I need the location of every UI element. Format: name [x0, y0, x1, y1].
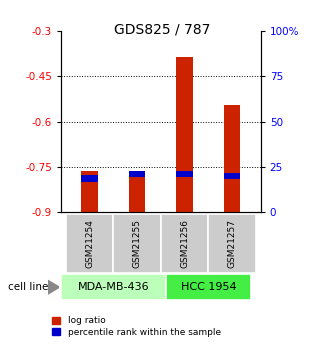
Text: GSM21257: GSM21257: [228, 219, 237, 268]
Bar: [176, 171, 193, 177]
Bar: [113, 214, 161, 273]
Bar: [129, 171, 146, 177]
Bar: [176, 57, 193, 212]
Bar: [166, 274, 251, 300]
Bar: [81, 175, 98, 182]
Text: HCC 1954: HCC 1954: [181, 282, 236, 292]
Bar: [161, 214, 209, 273]
Text: GDS825 / 787: GDS825 / 787: [114, 22, 210, 37]
Bar: [61, 274, 166, 300]
Bar: [66, 214, 113, 273]
Bar: [209, 214, 256, 273]
Bar: [224, 172, 241, 179]
Legend: log ratio, percentile rank within the sample: log ratio, percentile rank within the sa…: [52, 316, 221, 337]
Text: MDA-MB-436: MDA-MB-436: [78, 282, 149, 292]
Text: cell line: cell line: [8, 282, 49, 292]
Polygon shape: [48, 280, 59, 294]
Text: GSM21256: GSM21256: [180, 219, 189, 268]
Text: GSM21254: GSM21254: [85, 219, 94, 268]
Text: GSM21255: GSM21255: [133, 219, 142, 268]
Bar: [81, 171, 98, 212]
Bar: [129, 177, 146, 212]
Bar: [224, 105, 241, 212]
